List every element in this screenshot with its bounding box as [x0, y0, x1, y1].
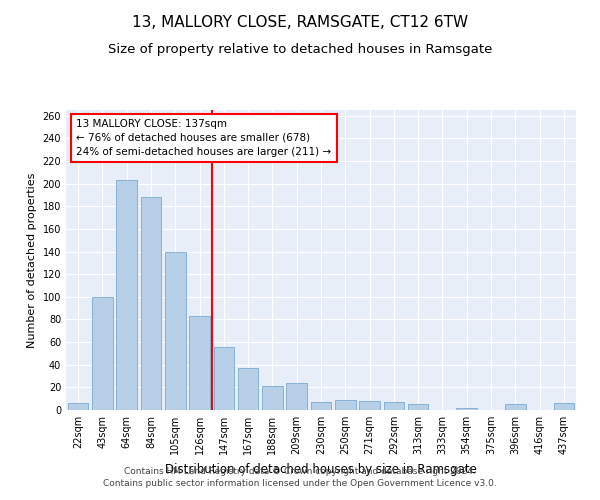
Bar: [214, 346, 234, 410]
Bar: [140, 197, 161, 410]
Bar: [92, 297, 113, 410]
Bar: [68, 403, 88, 410]
Text: 13 MALLORY CLOSE: 137sqm
← 76% of detached houses are smaller (678)
24% of semi-: 13 MALLORY CLOSE: 137sqm ← 76% of detach…: [76, 119, 331, 157]
Bar: [311, 402, 331, 410]
Bar: [189, 316, 210, 410]
X-axis label: Distribution of detached houses by size in Ramsgate: Distribution of detached houses by size …: [165, 462, 477, 475]
Bar: [359, 401, 380, 410]
Bar: [408, 404, 428, 410]
Bar: [165, 252, 185, 410]
Bar: [554, 403, 574, 410]
Bar: [335, 400, 356, 410]
Bar: [505, 404, 526, 410]
Text: Contains HM Land Registry data © Crown copyright and database right 2024.: Contains HM Land Registry data © Crown c…: [124, 467, 476, 476]
Bar: [262, 386, 283, 410]
Text: Size of property relative to detached houses in Ramsgate: Size of property relative to detached ho…: [108, 42, 492, 56]
Bar: [238, 368, 259, 410]
Text: Contains public sector information licensed under the Open Government Licence v3: Contains public sector information licen…: [103, 478, 497, 488]
Text: 13, MALLORY CLOSE, RAMSGATE, CT12 6TW: 13, MALLORY CLOSE, RAMSGATE, CT12 6TW: [132, 15, 468, 30]
Bar: [457, 408, 477, 410]
Bar: [383, 402, 404, 410]
Bar: [116, 180, 137, 410]
Y-axis label: Number of detached properties: Number of detached properties: [27, 172, 37, 348]
Bar: [286, 383, 307, 410]
